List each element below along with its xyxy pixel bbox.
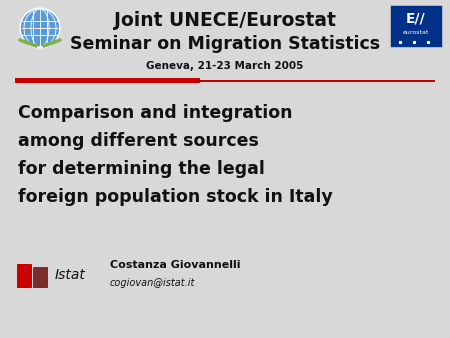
Text: E//: E// [406, 12, 426, 26]
Text: Joint UNECE/Eurostat: Joint UNECE/Eurostat [114, 10, 336, 29]
FancyBboxPatch shape [33, 267, 48, 288]
Bar [390, 5, 442, 47]
Text: Istat: Istat [55, 268, 86, 282]
FancyBboxPatch shape [17, 264, 32, 288]
Text: foreign population stock in Italy: foreign population stock in Italy [18, 188, 333, 206]
Text: Costanza Giovannelli: Costanza Giovannelli [110, 260, 240, 270]
Bar [15, 78, 200, 83]
Text: among different sources: among different sources [18, 132, 259, 150]
Text: Seminar on Migration Statistics: Seminar on Migration Statistics [70, 35, 380, 53]
Bar [200, 80, 435, 81]
Text: eurostat: eurostat [403, 30, 429, 35]
Circle shape [20, 8, 60, 48]
Text: Comparison and integration: Comparison and integration [18, 104, 292, 122]
Text: for determining the legal: for determining the legal [18, 160, 265, 178]
Text: cogiovan@istat.it: cogiovan@istat.it [110, 278, 195, 288]
Text: Geneva, 21-23 March 2005: Geneva, 21-23 March 2005 [146, 61, 304, 71]
